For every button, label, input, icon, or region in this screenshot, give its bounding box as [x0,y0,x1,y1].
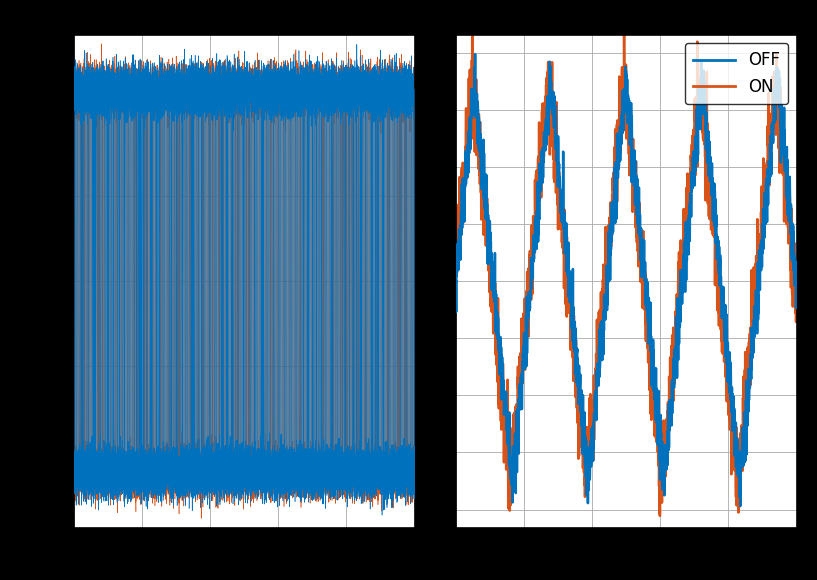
Legend: OFF, ON: OFF, ON [685,43,788,104]
